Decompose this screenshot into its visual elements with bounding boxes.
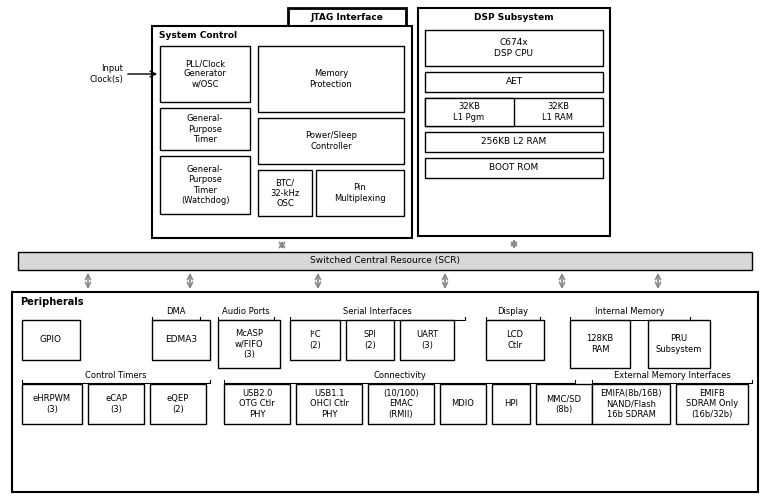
Text: General-
Purpose
Timer
(Watchdog): General- Purpose Timer (Watchdog)	[181, 165, 229, 205]
Text: LCD
Ctlr: LCD Ctlr	[507, 330, 524, 349]
Text: MMC/SD
(8b): MMC/SD (8b)	[547, 394, 581, 413]
Bar	[425, 132, 603, 152]
Text: USB1.1
OHCI Ctlr
PHY: USB1.1 OHCI Ctlr PHY	[310, 389, 349, 419]
Text: PLL/Clock
Generator
w/OSC: PLL/Clock Generator w/OSC	[183, 59, 226, 89]
Bar	[492, 384, 530, 424]
Text: eHRPWM
(3): eHRPWM (3)	[33, 394, 71, 413]
Bar	[160, 156, 250, 214]
Text: 32KB
L1 Pgm: 32KB L1 Pgm	[454, 102, 484, 122]
Text: EMIFA(8b/16B)
NAND/Flash
16b SDRAM: EMIFA(8b/16B) NAND/Flash 16b SDRAM	[601, 389, 661, 419]
Bar	[440, 384, 486, 424]
Text: Input
Clock(s): Input Clock(s)	[89, 64, 123, 84]
Text: DSP Subsystem: DSP Subsystem	[474, 14, 554, 22]
Bar	[88, 384, 144, 424]
Bar	[22, 320, 80, 360]
Bar	[160, 108, 250, 150]
Text: JTAG Interface: JTAG Interface	[310, 14, 383, 22]
Bar	[676, 384, 748, 424]
Text: Serial Interfaces: Serial Interfaces	[343, 308, 412, 316]
Text: 128KB
RAM: 128KB RAM	[587, 334, 614, 353]
Bar	[290, 320, 340, 360]
Bar	[258, 170, 312, 216]
Text: C674x
DSP CPU: C674x DSP CPU	[494, 38, 534, 58]
Text: BTC/
32-kHz
OSC: BTC/ 32-kHz OSC	[270, 178, 300, 208]
Text: Pin
Multiplexing: Pin Multiplexing	[334, 184, 386, 203]
Bar	[425, 158, 603, 178]
Bar	[218, 320, 280, 368]
Bar	[288, 8, 406, 28]
Bar	[425, 98, 514, 126]
Text: BOOT ROM: BOOT ROM	[490, 164, 539, 172]
Text: DMA: DMA	[166, 308, 186, 316]
Text: General-
Purpose
Timer: General- Purpose Timer	[187, 114, 223, 144]
Text: HPI: HPI	[504, 400, 518, 408]
Bar	[592, 384, 670, 424]
Bar	[258, 118, 404, 164]
Text: EMIFB
SDRAM Only
(16b/32b): EMIFB SDRAM Only (16b/32b)	[686, 389, 738, 419]
Bar	[152, 26, 412, 238]
Bar	[346, 320, 394, 360]
Text: Power/Sleep
Controller: Power/Sleep Controller	[305, 132, 357, 150]
Text: SPI
(2): SPI (2)	[363, 330, 377, 349]
Text: GPIO: GPIO	[40, 336, 62, 344]
Bar	[258, 46, 404, 112]
Bar	[425, 72, 603, 92]
Text: System Control: System Control	[159, 30, 237, 40]
Text: Peripherals: Peripherals	[20, 297, 83, 307]
Bar	[368, 384, 434, 424]
Text: Switched Central Resource (SCR): Switched Central Resource (SCR)	[310, 256, 460, 266]
Bar	[418, 8, 610, 236]
Bar	[400, 320, 454, 360]
Text: (10/100)
EMAC
(RMII): (10/100) EMAC (RMII)	[383, 389, 419, 419]
Text: UART
(3): UART (3)	[416, 330, 438, 349]
Bar	[18, 252, 752, 270]
Text: eCAP
(3): eCAP (3)	[105, 394, 127, 413]
Bar	[648, 320, 710, 368]
Bar	[22, 384, 82, 424]
Text: PRU
Subsystem: PRU Subsystem	[656, 334, 702, 353]
Text: MDIO: MDIO	[451, 400, 474, 408]
Text: External Memory Interfaces: External Memory Interfaces	[614, 370, 731, 380]
Text: Internal Memory: Internal Memory	[595, 308, 665, 316]
Bar	[316, 170, 404, 216]
Bar	[160, 46, 250, 102]
Bar	[425, 30, 603, 66]
Text: AET: AET	[505, 78, 523, 86]
Text: 256KB L2 RAM: 256KB L2 RAM	[481, 138, 547, 146]
Text: Control Timers: Control Timers	[85, 370, 147, 380]
Bar	[150, 384, 206, 424]
Bar	[12, 292, 758, 492]
Bar	[486, 320, 544, 360]
Bar	[425, 98, 603, 126]
Text: EDMA3: EDMA3	[165, 336, 197, 344]
Bar	[536, 384, 592, 424]
Bar	[570, 320, 630, 368]
Text: I²C
(2): I²C (2)	[309, 330, 321, 349]
Bar	[152, 320, 210, 360]
Text: Memory
Protection: Memory Protection	[310, 70, 353, 88]
Bar	[296, 384, 362, 424]
Text: USB2.0
OTG Ctlr
PHY: USB2.0 OTG Ctlr PHY	[239, 389, 275, 419]
Text: 32KB
L1 RAM: 32KB L1 RAM	[543, 102, 574, 122]
Bar	[224, 384, 290, 424]
Text: Display: Display	[497, 308, 528, 316]
Text: eQEP
(2): eQEP (2)	[167, 394, 189, 413]
Text: McASP
w/FIFO
(3): McASP w/FIFO (3)	[235, 329, 263, 359]
Text: Audio Ports: Audio Ports	[222, 308, 270, 316]
Text: Connectivity: Connectivity	[373, 370, 426, 380]
